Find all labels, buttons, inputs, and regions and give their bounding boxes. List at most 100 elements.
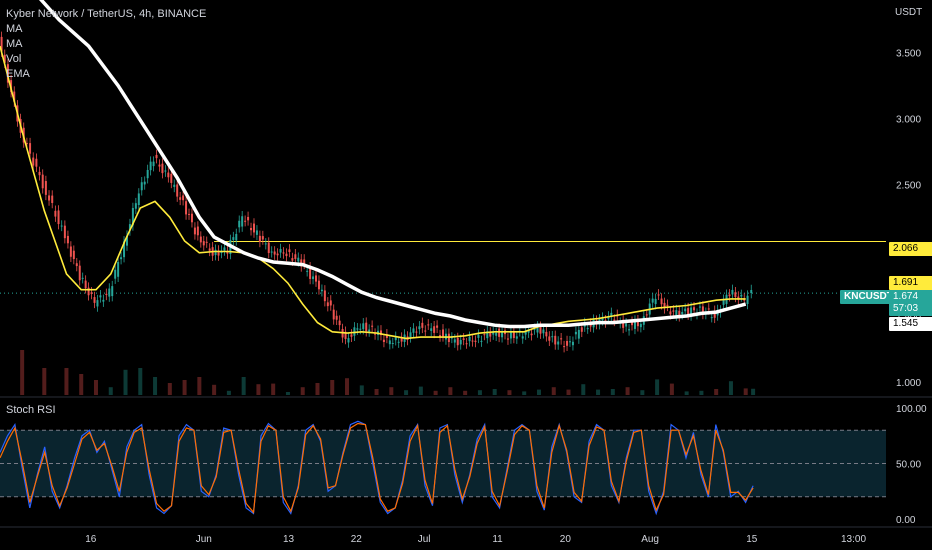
candle-body bbox=[371, 325, 374, 327]
candle-body bbox=[125, 235, 128, 246]
last-price-tag: 1.674 bbox=[889, 290, 932, 304]
volume-bar bbox=[728, 381, 733, 395]
time-tick-label: 13:00 bbox=[841, 534, 866, 545]
candle-body bbox=[625, 323, 628, 327]
candle-body bbox=[693, 307, 696, 311]
stoch-rsi-pane: 0.00 50.00 100.00 bbox=[0, 404, 927, 526]
volume-bar bbox=[684, 391, 689, 395]
candle-body bbox=[713, 310, 716, 318]
candle-body bbox=[57, 210, 60, 225]
volume-bar bbox=[389, 387, 394, 395]
volume-bar bbox=[64, 368, 69, 395]
candle-body bbox=[631, 321, 634, 326]
candle-body bbox=[669, 311, 672, 315]
candle-body bbox=[639, 323, 642, 328]
candle-body bbox=[524, 331, 527, 335]
candle-body bbox=[297, 257, 300, 262]
candle-body bbox=[241, 216, 244, 227]
indicator-vol[interactable]: Vol bbox=[6, 53, 22, 65]
candle-body bbox=[418, 326, 421, 330]
candle-body bbox=[645, 314, 648, 316]
volume-bar bbox=[153, 377, 158, 395]
candle-body bbox=[654, 298, 657, 305]
candle-body bbox=[250, 227, 253, 231]
stoch-rsi-title[interactable]: Stoch RSI bbox=[6, 404, 56, 416]
indicator-ema[interactable]: EMA bbox=[6, 68, 30, 80]
time-tick-label: Aug bbox=[641, 534, 659, 545]
candle-body bbox=[681, 311, 684, 315]
candle-body bbox=[412, 328, 415, 333]
candle-body bbox=[701, 306, 704, 314]
candle-body bbox=[353, 327, 356, 336]
volume-bar bbox=[167, 383, 172, 395]
price-tick-label: 1.000 bbox=[896, 378, 921, 389]
candle-body bbox=[397, 341, 400, 343]
indicator-ma-1[interactable]: MA bbox=[6, 23, 23, 35]
candle-body bbox=[666, 304, 669, 306]
candle-body bbox=[350, 334, 353, 337]
candle-body bbox=[60, 225, 63, 227]
candle-body bbox=[495, 332, 498, 336]
volume-bar bbox=[551, 387, 556, 395]
candle-body bbox=[675, 310, 678, 316]
volume-bar bbox=[433, 390, 438, 395]
volume-bar bbox=[256, 384, 261, 395]
candle-body bbox=[746, 295, 749, 304]
currency-unit[interactable]: USDT bbox=[895, 7, 923, 18]
indicator-ma-2[interactable]: MA bbox=[6, 38, 23, 50]
candle-body bbox=[69, 246, 72, 257]
candle-body bbox=[208, 248, 211, 251]
candle-body bbox=[255, 230, 258, 235]
candle-body bbox=[554, 335, 557, 345]
candle-body bbox=[551, 336, 554, 338]
time-tick-label: 11 bbox=[492, 534, 503, 545]
candle-body bbox=[120, 257, 123, 260]
candle-body bbox=[329, 300, 332, 306]
candle-body bbox=[365, 322, 368, 332]
time-tick-label: 15 bbox=[746, 534, 758, 545]
symbol-title[interactable]: Kyber Network / TetherUS, 4h, BINANCE bbox=[6, 8, 207, 20]
volume-bar bbox=[743, 388, 748, 395]
candle-body bbox=[6, 64, 9, 83]
candle-body bbox=[323, 290, 326, 302]
candle-body bbox=[131, 208, 134, 226]
countdown-tag: 57:03 bbox=[889, 302, 932, 316]
candle-body bbox=[13, 91, 16, 102]
candle-body bbox=[312, 276, 315, 280]
ema-price-tag: 1.545 bbox=[889, 317, 932, 331]
candle-body bbox=[400, 337, 403, 342]
volume-bar bbox=[581, 384, 586, 395]
candle-body bbox=[374, 333, 377, 335]
volume-bar bbox=[93, 380, 98, 395]
candle-body bbox=[462, 338, 465, 340]
candle-body bbox=[722, 299, 725, 305]
volume-bar bbox=[212, 384, 217, 395]
candle-body bbox=[527, 330, 530, 333]
candle-body bbox=[539, 326, 542, 334]
candle-body bbox=[530, 333, 533, 336]
candle-body bbox=[99, 295, 102, 298]
candle-body bbox=[143, 181, 146, 185]
candle-body bbox=[601, 317, 604, 321]
candle-body bbox=[179, 197, 182, 200]
candle-body bbox=[362, 323, 365, 330]
candle-body bbox=[382, 339, 385, 342]
candle-body bbox=[450, 337, 453, 339]
time-tick-label: 13 bbox=[283, 534, 295, 545]
candle-body bbox=[81, 277, 84, 279]
candle-body bbox=[117, 262, 120, 277]
candle-body bbox=[568, 341, 571, 343]
candle-body bbox=[182, 195, 185, 201]
candle-body bbox=[563, 346, 566, 348]
candle-body bbox=[114, 269, 117, 279]
candle-body bbox=[498, 328, 501, 337]
rsi-tick-label: 50.00 bbox=[896, 460, 921, 471]
candle-body bbox=[459, 339, 462, 345]
legend: Kyber Network / TetherUS, 4h, BINANCE MA… bbox=[6, 7, 206, 82]
candle-body bbox=[672, 310, 675, 312]
candle-body bbox=[87, 287, 90, 296]
candle-body bbox=[660, 298, 663, 305]
volume-bar bbox=[42, 368, 47, 395]
candle-body bbox=[161, 163, 164, 174]
